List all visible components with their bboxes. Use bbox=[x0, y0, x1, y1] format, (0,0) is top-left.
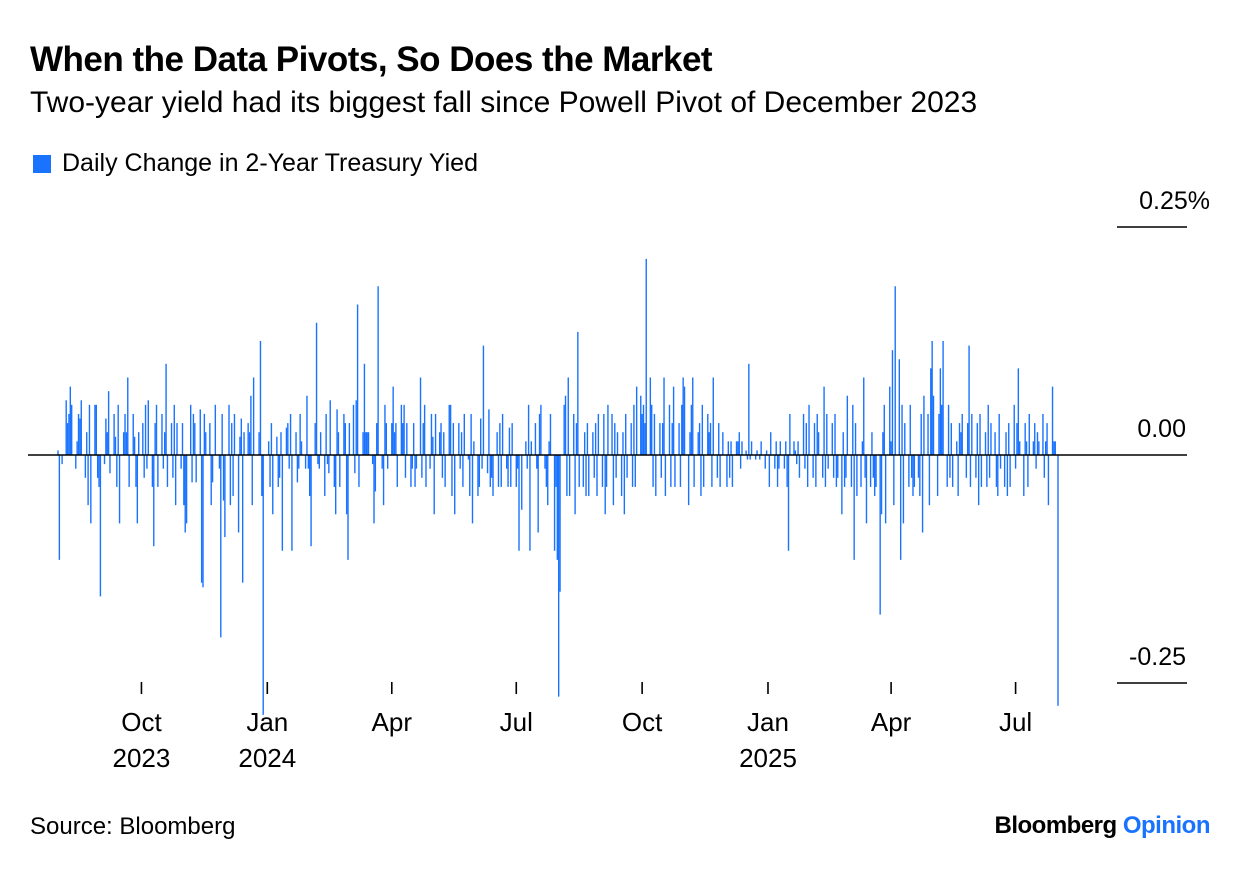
legend-label: Daily Change in 2-Year Treasury Yied bbox=[62, 149, 478, 177]
x-tick-year-label: 2024 bbox=[238, 743, 296, 773]
chart-subtitle: Two-year yield had its biggest fall sinc… bbox=[30, 86, 978, 119]
brand-opinion: Opinion bbox=[1122, 812, 1211, 839]
chart-legend: Daily Change in 2-Year Treasury Yied bbox=[33, 149, 478, 178]
y-tick-label: 0.00 bbox=[1137, 415, 1186, 443]
y-axis: 0.25% 0.00 -0.25 bbox=[1117, 187, 1210, 684]
x-tick-label: Jan bbox=[246, 707, 288, 737]
x-tick-label: Jul bbox=[999, 707, 1032, 737]
x-tick-year-label: 2023 bbox=[113, 743, 171, 773]
y-tick-label: 0.25% bbox=[1139, 187, 1210, 215]
x-tick-label: Oct bbox=[622, 707, 663, 737]
x-tick-label: Apr bbox=[871, 707, 912, 737]
x-tick-label: Jul bbox=[500, 707, 533, 737]
y-tick-label: -0.25 bbox=[1129, 643, 1186, 671]
x-tick-label: Apr bbox=[372, 707, 413, 737]
brand-name: Bloomberg bbox=[994, 812, 1118, 839]
source-note: Source: Bloomberg bbox=[30, 813, 236, 840]
chart-title: When the Data Pivots, So Does the Market bbox=[30, 40, 713, 79]
x-axis: Oct 2023 Jan 2024 Apr Jul Oct Jan 2025 Apr Jul bbox=[113, 682, 1032, 773]
bars-group bbox=[57, 258, 1059, 715]
x-tick-year-label: 2025 bbox=[739, 743, 797, 773]
x-tick-label: Jan bbox=[747, 707, 789, 737]
bloomberg-opinion-logo: Bloomberg Opinion bbox=[995, 812, 1211, 840]
x-tick-label: Oct bbox=[121, 707, 162, 737]
legend-swatch bbox=[33, 154, 51, 173]
